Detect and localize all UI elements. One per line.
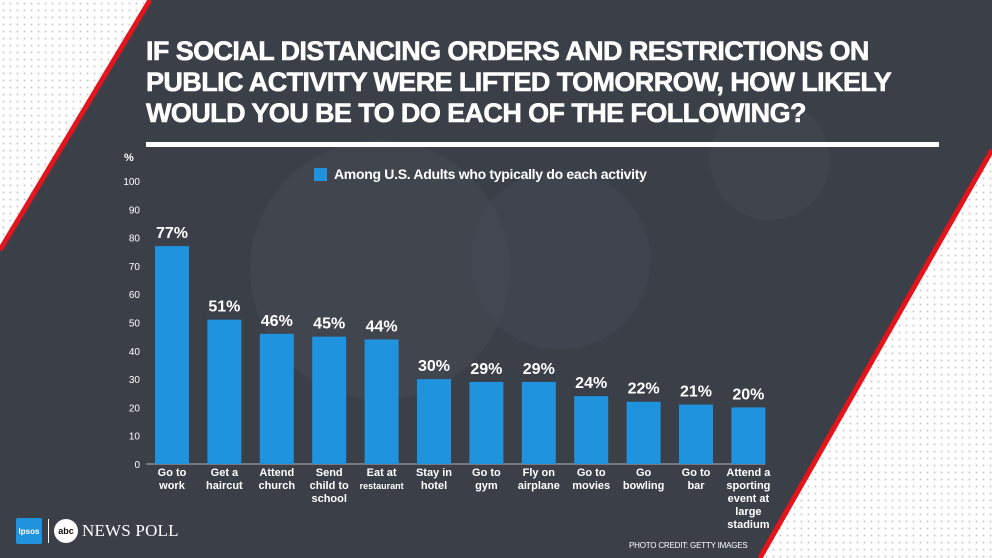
logo-separator xyxy=(48,519,49,543)
data-label: 20% xyxy=(732,386,764,403)
x-tick-label-line: church xyxy=(258,480,295,492)
x-tick-label-line: event at xyxy=(728,493,770,505)
bar xyxy=(574,396,609,464)
chart-title: IF SOCIAL DISTANCING ORDERS AND RESTRICT… xyxy=(146,36,892,129)
bar xyxy=(521,381,556,464)
x-tick-label-line: movies xyxy=(572,480,610,492)
y-tick-label: 100 xyxy=(123,177,140,188)
y-tick-label: 50 xyxy=(129,319,141,330)
x-tick-label: Go to gym xyxy=(472,467,501,492)
data-label: 29% xyxy=(470,361,502,378)
bar xyxy=(259,333,294,464)
data-label: 30% xyxy=(418,358,450,375)
x-tick-label-line: school xyxy=(311,493,346,505)
x-tick-label: Go to bar xyxy=(682,467,711,492)
x-tick-label-line: haircut xyxy=(206,480,243,492)
x-tick-label: Send child to school xyxy=(310,467,349,505)
y-tick-label: 0 xyxy=(134,460,140,471)
bar xyxy=(731,407,766,464)
x-tick-label-line: child to xyxy=(310,480,349,492)
x-tick-label-line: Go to xyxy=(577,467,606,479)
data-label: 21% xyxy=(680,384,712,401)
x-tick-label-line: bar xyxy=(687,480,705,492)
x-tick-label: Get a haircut xyxy=(206,467,243,492)
abc-logo: abc xyxy=(54,519,78,543)
x-tick-label-line: Go to xyxy=(472,467,501,479)
y-tick-label: 40 xyxy=(129,347,141,358)
x-tick-label-line: airplane xyxy=(518,480,560,492)
x-tick-label-line: Get a xyxy=(211,467,239,479)
ipsos-logo: Ipsos xyxy=(16,518,42,544)
y-tick-label: 30 xyxy=(129,375,141,386)
bar xyxy=(679,404,713,464)
x-tick-label-line: Attend xyxy=(259,467,294,479)
x-tick-label-line: restaurant xyxy=(360,481,404,491)
bar xyxy=(469,381,504,464)
bar xyxy=(207,319,242,464)
title-divider xyxy=(146,142,939,147)
legend-swatch xyxy=(314,167,327,181)
data-label: 44% xyxy=(366,318,398,335)
x-tick-label-line: work xyxy=(158,480,186,492)
data-label: 24% xyxy=(575,375,607,392)
x-tick-label-line: Fly on xyxy=(523,467,556,479)
data-label: 77% xyxy=(156,225,188,242)
x-tick-label-line: sporting xyxy=(726,480,770,492)
photo-credit: PHOTO CREDIT: GETTY IMAGES xyxy=(629,541,748,550)
y-tick-label: 80 xyxy=(129,234,141,245)
x-tick-label: Fly on airplane xyxy=(518,467,560,492)
data-label: 22% xyxy=(628,381,660,398)
data-label: 45% xyxy=(313,316,345,333)
x-tick-label-line: Attend a xyxy=(726,467,771,479)
x-tick-label: Stay in hotel xyxy=(416,467,452,492)
x-tick-label: Eat at restaurant xyxy=(360,467,404,491)
x-tick-label: Go to movies xyxy=(572,467,610,492)
bar xyxy=(626,401,661,464)
x-tick-label-line: Eat at xyxy=(367,467,397,479)
bar xyxy=(417,379,451,464)
legend-label: Among U.S. Adults who typically do each … xyxy=(334,166,647,182)
x-tick-label-line: Stay in xyxy=(416,467,452,479)
data-label: 46% xyxy=(261,313,293,330)
x-tick-label: Attend church xyxy=(258,467,295,492)
x-tick-label: Go bowling xyxy=(623,467,665,492)
x-tick-label-line: stadium xyxy=(727,519,769,531)
y-tick-label: 70 xyxy=(129,262,141,273)
bar xyxy=(155,246,189,464)
y-tick-label: 90 xyxy=(129,205,141,216)
x-tick-label: Go to work xyxy=(158,467,187,492)
y-tick-label: 10 xyxy=(129,432,141,443)
x-tick-label-line: hotel xyxy=(421,480,447,492)
y-tick-label: 20 xyxy=(129,403,141,414)
chart-legend: Among U.S. Adults who typically do each … xyxy=(314,164,647,184)
x-tick-label-line: gym xyxy=(475,480,498,492)
x-tick-label-line: Go to xyxy=(682,467,711,479)
x-tick-label-line: Go xyxy=(636,467,652,479)
bar xyxy=(364,339,399,464)
x-tick-label: Attend a sporting event at large stadium xyxy=(726,467,771,531)
y-tick-label: 60 xyxy=(129,290,141,301)
news-poll-label: NEWS POLL xyxy=(82,521,179,540)
data-label: 29% xyxy=(523,361,555,378)
x-tick-label-line: large xyxy=(735,506,761,518)
bar xyxy=(312,336,347,464)
brand-logos: Ipsos abc NEWS POLL xyxy=(16,517,179,545)
x-tick-label-line: Send xyxy=(316,467,343,479)
y-axis-label: % xyxy=(124,152,134,164)
x-tick-label-line: bowling xyxy=(623,480,665,492)
x-tick-label-line: Go to xyxy=(158,467,187,479)
data-label: 51% xyxy=(208,299,240,316)
